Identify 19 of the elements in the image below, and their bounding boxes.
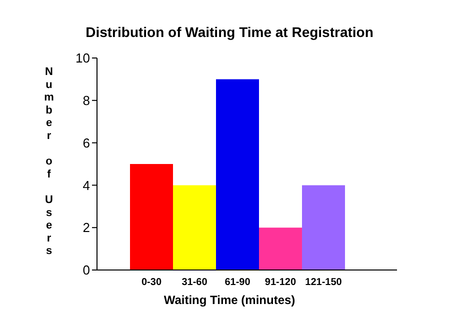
y-tick-label: 6 <box>82 135 90 150</box>
x-tick-label: 31-60 <box>182 277 208 288</box>
y-tick-label: 2 <box>82 220 90 236</box>
chart-title: Distribution of Waiting Time at Registration <box>84 24 374 40</box>
bar <box>259 228 302 270</box>
x-tick-label: 0-30 <box>141 277 162 288</box>
bar <box>173 185 216 270</box>
x-tick-label: 91-120 <box>264 277 297 288</box>
bar <box>216 79 259 270</box>
text: Number of Users <box>44 66 54 258</box>
y-tick-label: 10 <box>76 50 90 66</box>
y-tick-label: 8 <box>82 93 90 108</box>
bar <box>302 185 345 270</box>
bar <box>130 164 173 270</box>
x-tick-label: 61-90 <box>224 277 251 288</box>
x-tick-label: 121-150 <box>305 277 342 288</box>
y-tick-label: 4 <box>82 178 90 193</box>
y-tick-label: 0 <box>82 262 90 278</box>
x-axis-title: Waiting Time (minutes) <box>162 293 296 307</box>
